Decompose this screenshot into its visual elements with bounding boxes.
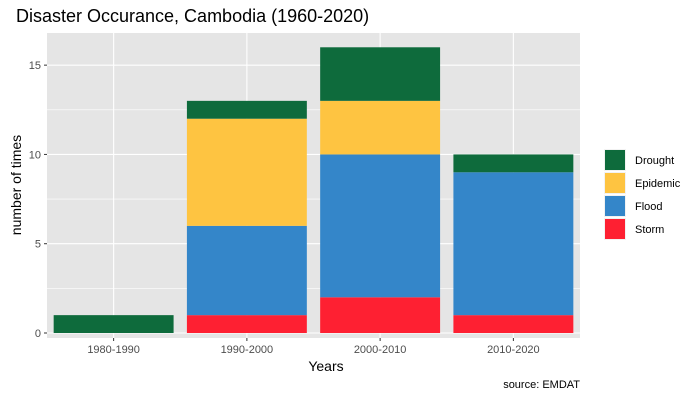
legend-label-epidemic: Epidemic — [635, 178, 681, 190]
bar-epidemic-1990-2000 — [186, 118, 307, 226]
y-tick-label: 5 — [35, 239, 41, 251]
x-tick-label: 2010-2020 — [487, 344, 540, 356]
bar-flood-2010-2020 — [453, 172, 574, 316]
bar-drought-1990-2000 — [186, 100, 307, 119]
bar-drought-2010-2020 — [453, 154, 574, 173]
y-axis-title: number of times — [8, 135, 24, 235]
bar-drought-1980-1990 — [53, 315, 174, 333]
x-tick-label: 1980-1990 — [87, 344, 140, 356]
bar-flood-2000-2010 — [320, 154, 441, 298]
bar-storm-2010-2020 — [453, 315, 574, 333]
legend-swatch-epidemic — [605, 173, 625, 193]
bar-epidemic-2000-2010 — [320, 100, 441, 155]
chart-title: Disaster Occurance, Cambodia (1960-2020) — [16, 6, 369, 26]
x-tick-label: 2000-2010 — [354, 344, 407, 356]
y-tick-label: 15 — [29, 60, 41, 72]
legend-label-drought: Drought — [635, 155, 674, 167]
x-axis-title: Years — [308, 358, 343, 374]
legend-swatch-storm — [605, 219, 625, 239]
legend-label-storm: Storm — [635, 224, 664, 236]
y-axis: 0 5 10 15 — [29, 60, 47, 340]
bar-storm-2000-2010 — [320, 297, 441, 333]
source-caption: source: EMDAT — [503, 379, 580, 391]
legend-label-flood: Flood — [635, 201, 663, 213]
bar-storm-1990-2000 — [186, 315, 307, 333]
y-tick-label: 10 — [29, 149, 41, 161]
x-tick-label: 1990-2000 — [221, 344, 274, 356]
bars — [53, 47, 574, 333]
x-axis: 1980-1990 1990-2000 2000-2010 2010-2020 — [87, 338, 540, 356]
bar-flood-1990-2000 — [186, 225, 307, 316]
legend: Drought Epidemic Flood Storm — [604, 149, 681, 240]
legend-swatch-drought — [605, 150, 625, 170]
y-tick-label: 0 — [35, 328, 41, 340]
bar-drought-2000-2010 — [320, 47, 441, 101]
legend-swatch-flood — [605, 196, 625, 216]
